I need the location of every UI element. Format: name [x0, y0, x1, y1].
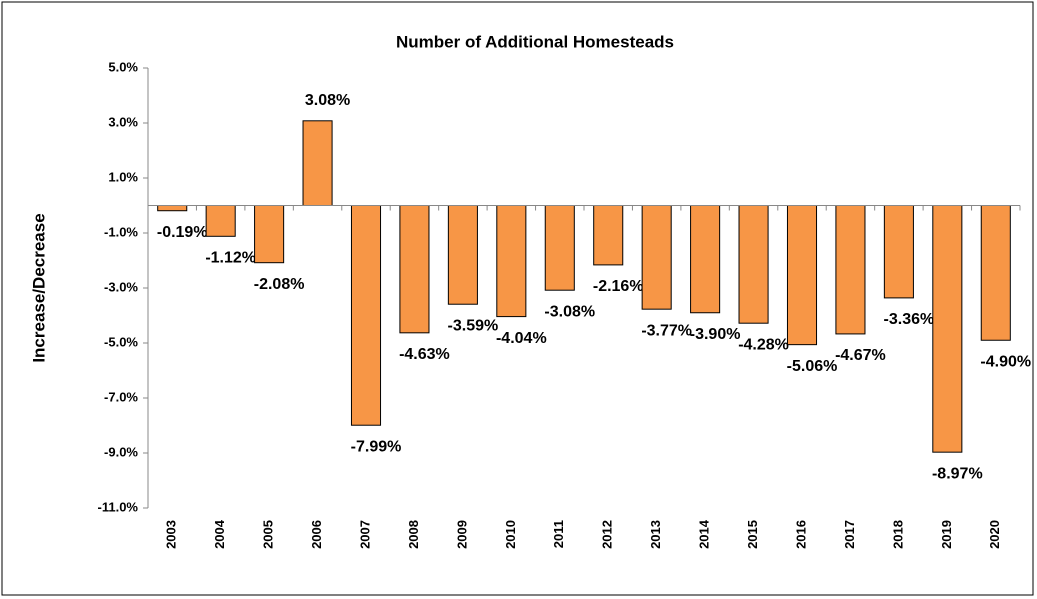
x-tick-label: 2003: [164, 520, 179, 549]
x-tick-label: 2010: [503, 520, 518, 549]
y-tick-label: -5.0%: [104, 334, 138, 349]
bar: [883, 205, 914, 299]
x-tick-label: 2015: [745, 520, 760, 549]
y-tick-label: -11.0%: [98, 499, 139, 514]
bar: [350, 205, 382, 426]
x-tick-label: 2011: [551, 520, 566, 548]
data-label: -2.16%: [593, 278, 644, 295]
x-tick-label: 2019: [939, 520, 954, 549]
x-tick-label: 2006: [309, 520, 324, 549]
data-label: -4.04%: [496, 330, 547, 347]
x-tick-label: 2004: [212, 519, 227, 549]
y-axis-label: Increase/Decrease: [29, 213, 48, 362]
bar: [544, 205, 575, 291]
data-label: -0.19%: [157, 224, 208, 241]
data-label: -5.06%: [787, 358, 838, 375]
chart-title: Number of Additional Homesteads: [396, 32, 674, 51]
x-tick-label: 2012: [600, 520, 615, 549]
data-label: -8.97%: [932, 465, 983, 482]
bar: [835, 205, 866, 335]
bar: [302, 120, 333, 206]
data-label: -1.12%: [205, 250, 256, 267]
bar: [157, 205, 188, 212]
data-label: -2.08%: [254, 276, 305, 293]
x-tick-label: 2009: [454, 520, 469, 549]
y-tick-label: 1.0%: [108, 169, 138, 184]
data-label: 3.08%: [305, 92, 350, 109]
bar: [641, 205, 672, 310]
data-label: -4.90%: [980, 353, 1031, 370]
data-label: -3.77%: [641, 322, 692, 339]
y-tick-label: -1.0%: [104, 224, 138, 239]
y-tick-label: -3.0%: [104, 279, 138, 294]
x-tick-label: 2008: [406, 520, 421, 549]
x-tick-label: 2013: [648, 520, 663, 549]
data-label: -4.67%: [835, 347, 886, 364]
bar: [254, 205, 285, 264]
y-tick-label: -7.0%: [104, 389, 138, 404]
data-label: -3.59%: [448, 317, 499, 334]
y-tick-label: -9.0%: [104, 444, 138, 459]
y-tick-label: 5.0%: [108, 59, 138, 74]
x-tick-label: 2007: [357, 520, 372, 549]
data-label: -4.28%: [738, 336, 789, 353]
bar: [447, 205, 478, 305]
bar: [399, 205, 430, 334]
x-tick-label: 2017: [842, 520, 857, 549]
bar: [205, 205, 236, 237]
bar: [690, 205, 721, 314]
bar: [980, 205, 1011, 341]
bar: [496, 205, 527, 318]
bar: [593, 205, 624, 266]
data-label: -3.36%: [884, 311, 935, 328]
y-tick-label: 3.0%: [108, 114, 138, 129]
x-tick-label: 2014: [697, 519, 712, 549]
data-label: -3.90%: [690, 326, 741, 343]
x-tick-label: 2016: [793, 520, 808, 549]
x-tick-label: 2018: [890, 520, 905, 549]
data-label: -7.99%: [351, 438, 402, 455]
x-tick-label: 2020: [987, 520, 1002, 549]
data-label: -3.08%: [544, 303, 595, 320]
x-tick-label: 2005: [261, 520, 276, 549]
bar: [738, 205, 769, 324]
bar: [932, 205, 963, 453]
data-label: -4.63%: [399, 346, 450, 363]
bar: [786, 205, 818, 346]
